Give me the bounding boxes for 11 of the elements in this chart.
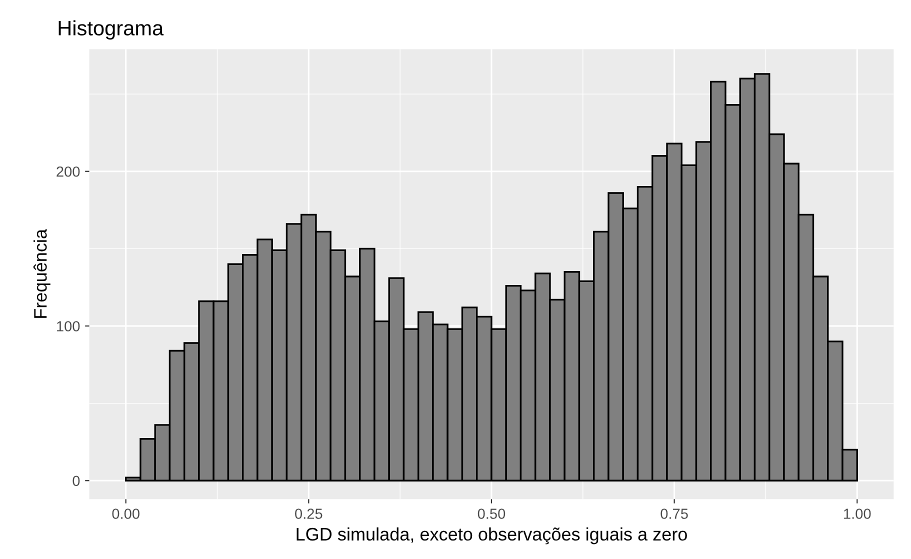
y-tick-label: 200 — [56, 166, 80, 177]
x-axis-title: LGD simulada, exceto observações iguais a zero — [296, 527, 687, 544]
x-tick-label: 0.00 — [112, 508, 140, 519]
y-tick-label: 100 — [57, 321, 80, 332]
x-tick-label: 0.75 — [660, 508, 688, 519]
x-tick-label: 0.25 — [295, 508, 322, 519]
y-tick-label: 0 — [72, 476, 80, 486]
chart-title: Histograma — [58, 20, 164, 40]
x-tick-label: 0.50 — [478, 508, 506, 519]
y-axis-title: Frequência — [33, 229, 50, 318]
x-tick-label: 1.00 — [844, 508, 871, 519]
